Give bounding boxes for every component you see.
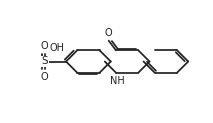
Text: O: O <box>41 72 49 82</box>
Text: S: S <box>41 56 48 67</box>
Text: O: O <box>41 41 49 51</box>
Text: OH: OH <box>49 43 64 53</box>
Text: NH: NH <box>110 76 124 86</box>
Text: O: O <box>105 28 112 38</box>
